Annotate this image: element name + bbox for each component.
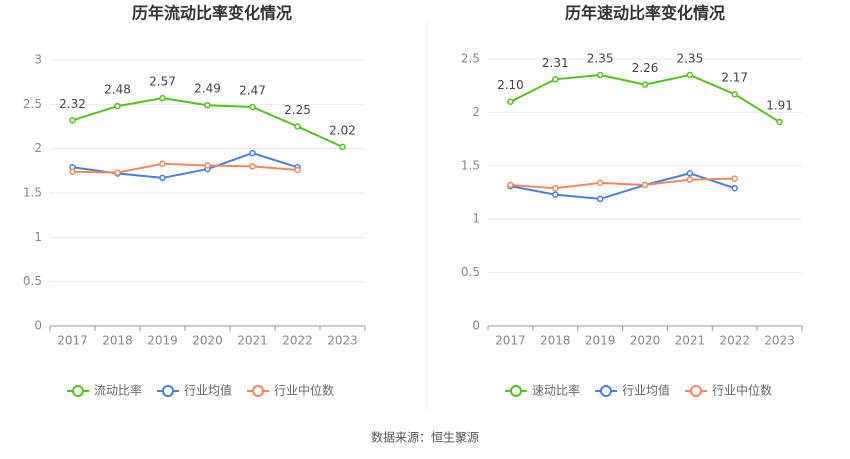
legend-label: 流动比率 (94, 383, 142, 398)
x-tick-label: 2021 (675, 334, 706, 348)
source-note: 数据来源：恒生聚源 (371, 430, 479, 445)
point (69, 117, 76, 124)
legend-label: 行业中位数 (712, 383, 772, 398)
point (776, 118, 783, 126)
data-label: 2.02 (329, 123, 356, 137)
y-tick-label: 0 (472, 319, 480, 333)
point (159, 160, 166, 167)
point (596, 195, 604, 203)
data-label: 1.91 (766, 99, 793, 113)
point (507, 181, 514, 189)
legend-marker (600, 385, 612, 397)
legend-label: 行业均值 (184, 383, 232, 398)
point (294, 166, 301, 174)
x-tick-label: 2023 (327, 334, 358, 348)
point (249, 163, 256, 170)
x-tick-label: 2019 (147, 334, 178, 348)
data-label: 2.35 (676, 52, 703, 66)
data-label: 2.49 (194, 82, 221, 96)
data-label: 2.17 (721, 71, 748, 85)
point (552, 191, 559, 198)
x-tick-label: 2018 (102, 334, 133, 348)
y-tick-label: 1 (472, 212, 480, 226)
legend-marker (252, 385, 264, 397)
x-tick-label: 2018 (540, 334, 571, 348)
point (339, 143, 346, 151)
x-tick-label: 2022 (282, 334, 313, 348)
series-line (510, 172, 736, 200)
legend-label: 行业中位数 (274, 383, 334, 398)
x-tick-label: 2019 (585, 334, 616, 348)
point (686, 176, 694, 183)
y-tick-label: 1 (34, 230, 42, 244)
point (249, 149, 256, 157)
legend-label: 速动比率 (532, 383, 580, 398)
point (159, 94, 166, 102)
point (204, 162, 211, 169)
point (69, 168, 76, 175)
y-tick-label: 2.5 (23, 97, 42, 111)
legend-label: 行业均值 (622, 383, 670, 398)
point (731, 90, 738, 98)
y-tick-label: 3 (34, 53, 42, 67)
y-tick-label: 2 (472, 105, 480, 119)
y-tick-label: 0 (34, 319, 42, 333)
point (159, 174, 166, 182)
x-tick-label: 2021 (237, 334, 268, 348)
x-tick-label: 2020 (630, 334, 661, 348)
point (552, 184, 559, 192)
legend-marker (510, 385, 522, 397)
y-tick-label: 1.5 (23, 186, 42, 200)
point (596, 179, 604, 187)
y-tick-label: 0.5 (461, 265, 480, 279)
point (114, 102, 121, 110)
chart-title: 历年流动比率变化情况 (132, 4, 292, 23)
point (731, 175, 738, 182)
data-label: 2.32 (59, 97, 86, 111)
data-label: 2.57 (149, 75, 176, 89)
point (686, 170, 694, 177)
legend-marker (72, 385, 84, 397)
series-line (510, 177, 735, 190)
data-label: 2.25 (284, 103, 311, 117)
data-label: 2.31 (542, 56, 569, 70)
point (249, 103, 256, 111)
point (114, 169, 121, 176)
x-tick-label: 2023 (764, 334, 795, 348)
data-label: 2.48 (104, 83, 131, 97)
point (641, 181, 649, 189)
point (686, 71, 694, 79)
y-tick-label: 2 (34, 141, 42, 155)
x-tick-label: 2017 (57, 334, 88, 348)
point (507, 98, 514, 105)
x-tick-label: 2022 (719, 334, 750, 348)
y-tick-label: 1.5 (461, 158, 480, 172)
x-tick-label: 2017 (495, 334, 526, 348)
legend-marker (690, 385, 702, 397)
point (596, 71, 604, 79)
point (641, 81, 649, 88)
point (552, 76, 559, 83)
data-label: 2.47 (239, 83, 266, 97)
x-tick-label: 2020 (192, 334, 223, 348)
point (731, 184, 738, 192)
point (294, 123, 301, 130)
legend-marker (162, 385, 174, 397)
data-label: 2.10 (497, 78, 524, 92)
data-label: 2.35 (587, 52, 614, 66)
data-label: 2.26 (632, 61, 659, 75)
y-tick-label: 2.5 (461, 52, 480, 66)
y-tick-label: 0.5 (23, 274, 42, 288)
chart-title: 历年速动比率变化情况 (565, 4, 725, 23)
point (204, 101, 211, 109)
series-line (72, 162, 298, 174)
